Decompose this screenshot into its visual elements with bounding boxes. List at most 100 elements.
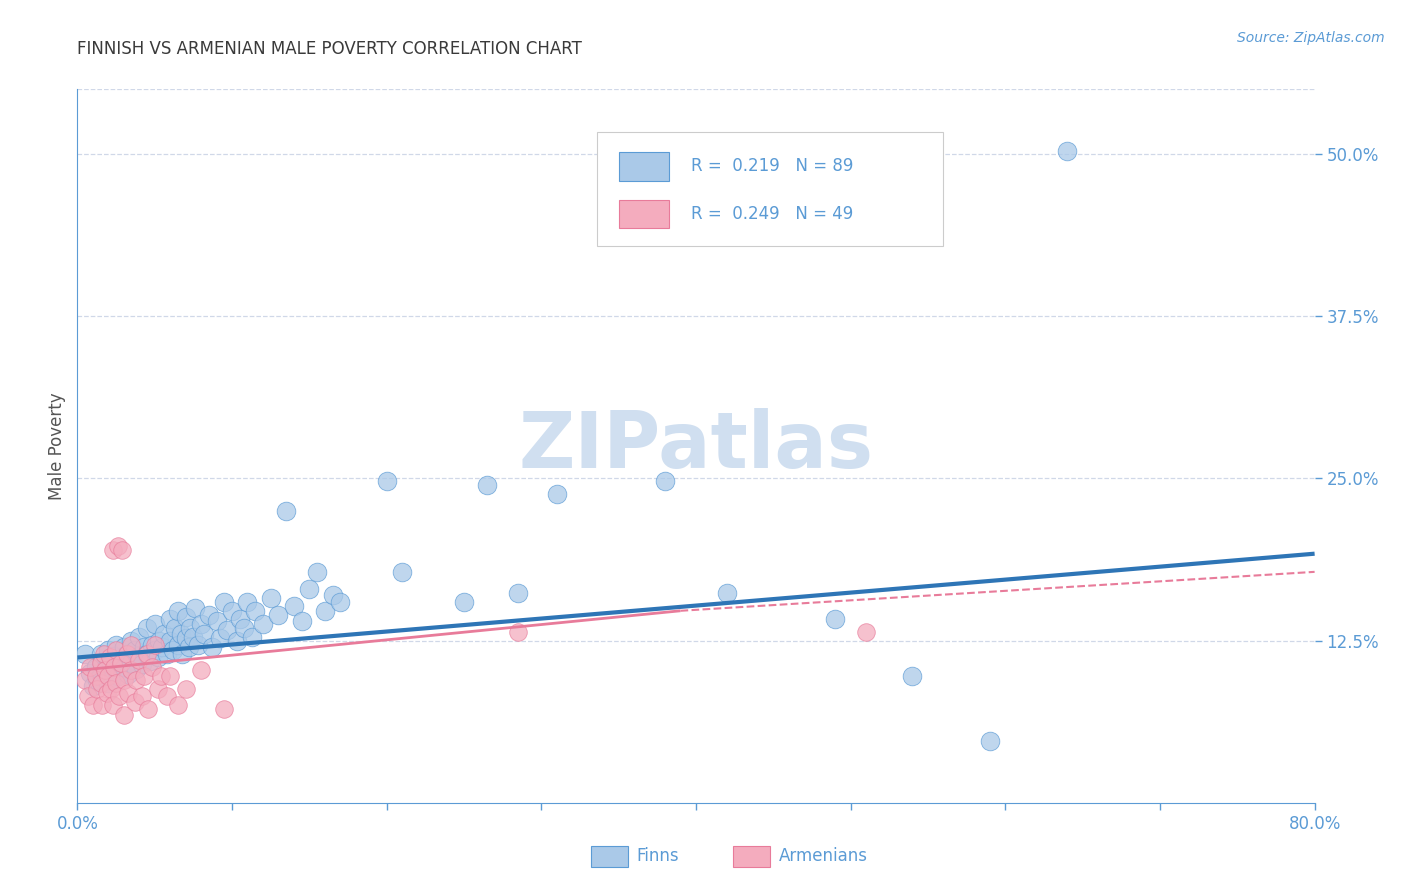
- Point: [159, 611, 181, 625]
- Point: [149, 668, 172, 682]
- Point: [124, 695, 146, 709]
- Point: [110, 656, 132, 670]
- Point: [174, 610, 197, 624]
- Point: [148, 633, 170, 648]
- Point: [163, 621, 186, 635]
- Y-axis label: Male Poverty: Male Poverty: [48, 392, 66, 500]
- Point: [110, 653, 132, 667]
- Point: [174, 681, 197, 696]
- Point: [112, 707, 135, 722]
- Point: [121, 633, 143, 648]
- Point: [131, 657, 153, 671]
- Point: [115, 647, 138, 661]
- Point: [90, 656, 111, 670]
- Point: [267, 607, 290, 622]
- Point: [82, 679, 104, 693]
- Point: [221, 604, 243, 618]
- Point: [236, 595, 259, 609]
- Point: [283, 599, 305, 613]
- Point: [111, 542, 134, 557]
- Point: [79, 659, 101, 673]
- FancyBboxPatch shape: [619, 200, 669, 228]
- Point: [314, 604, 336, 618]
- Point: [131, 690, 153, 704]
- Point: [121, 656, 143, 670]
- Point: [228, 611, 252, 625]
- Point: [167, 638, 190, 652]
- Point: [152, 640, 174, 654]
- Point: [146, 681, 169, 696]
- Point: [115, 647, 138, 661]
- Point: [190, 664, 212, 678]
- Point: [307, 565, 329, 579]
- Point: [91, 698, 114, 713]
- Point: [260, 591, 283, 605]
- Point: [103, 649, 125, 664]
- Point: [141, 659, 163, 673]
- Point: [132, 668, 155, 682]
- Text: FINNISH VS ARMENIAN MALE POVERTY CORRELATION CHART: FINNISH VS ARMENIAN MALE POVERTY CORRELA…: [77, 40, 582, 58]
- Text: R =  0.219   N = 89: R = 0.219 N = 89: [690, 157, 853, 175]
- Point: [167, 604, 190, 618]
- Point: [94, 664, 117, 678]
- Point: [98, 650, 121, 665]
- Point: [979, 733, 1001, 747]
- Point: [217, 624, 239, 638]
- Text: Finns: Finns: [637, 847, 679, 865]
- Point: [107, 539, 129, 553]
- Point: [105, 676, 127, 690]
- Point: [201, 640, 224, 654]
- Point: [101, 698, 124, 713]
- Point: [187, 638, 209, 652]
- Point: [97, 668, 120, 682]
- Text: ZIPatlas: ZIPatlas: [519, 408, 873, 484]
- FancyBboxPatch shape: [598, 132, 943, 246]
- Point: [329, 595, 352, 609]
- Point: [136, 647, 159, 661]
- Point: [138, 702, 160, 716]
- Point: [117, 685, 139, 699]
- Point: [453, 595, 475, 609]
- FancyBboxPatch shape: [591, 846, 628, 867]
- FancyBboxPatch shape: [733, 846, 770, 867]
- Point: [508, 585, 530, 599]
- Point: [167, 698, 190, 713]
- Point: [298, 582, 321, 596]
- Point: [132, 640, 155, 654]
- Point: [214, 702, 236, 716]
- Point: [824, 611, 846, 625]
- Point: [117, 667, 139, 681]
- Point: [107, 668, 129, 682]
- Point: [225, 633, 247, 648]
- Point: [276, 504, 298, 518]
- Point: [143, 616, 166, 631]
- Point: [174, 631, 197, 645]
- Point: [112, 673, 135, 687]
- Point: [198, 607, 221, 622]
- Point: [105, 642, 127, 657]
- Point: [79, 666, 101, 681]
- Point: [162, 642, 184, 657]
- Point: [124, 642, 146, 657]
- Point: [233, 621, 256, 635]
- Point: [91, 656, 114, 670]
- Point: [96, 685, 118, 699]
- Point: [252, 616, 274, 631]
- Point: [159, 668, 181, 682]
- Point: [90, 668, 111, 682]
- Point: [143, 642, 166, 657]
- Point: [156, 690, 179, 704]
- Text: Source: ZipAtlas.com: Source: ZipAtlas.com: [1237, 31, 1385, 45]
- Point: [205, 614, 228, 628]
- Point: [477, 478, 499, 492]
- Point: [93, 647, 115, 661]
- Point: [94, 662, 117, 676]
- Point: [245, 604, 267, 618]
- Point: [190, 616, 212, 631]
- Point: [153, 627, 176, 641]
- Point: [391, 565, 413, 579]
- Point: [172, 647, 194, 661]
- Point: [208, 631, 231, 645]
- Point: [105, 638, 127, 652]
- Point: [141, 638, 163, 652]
